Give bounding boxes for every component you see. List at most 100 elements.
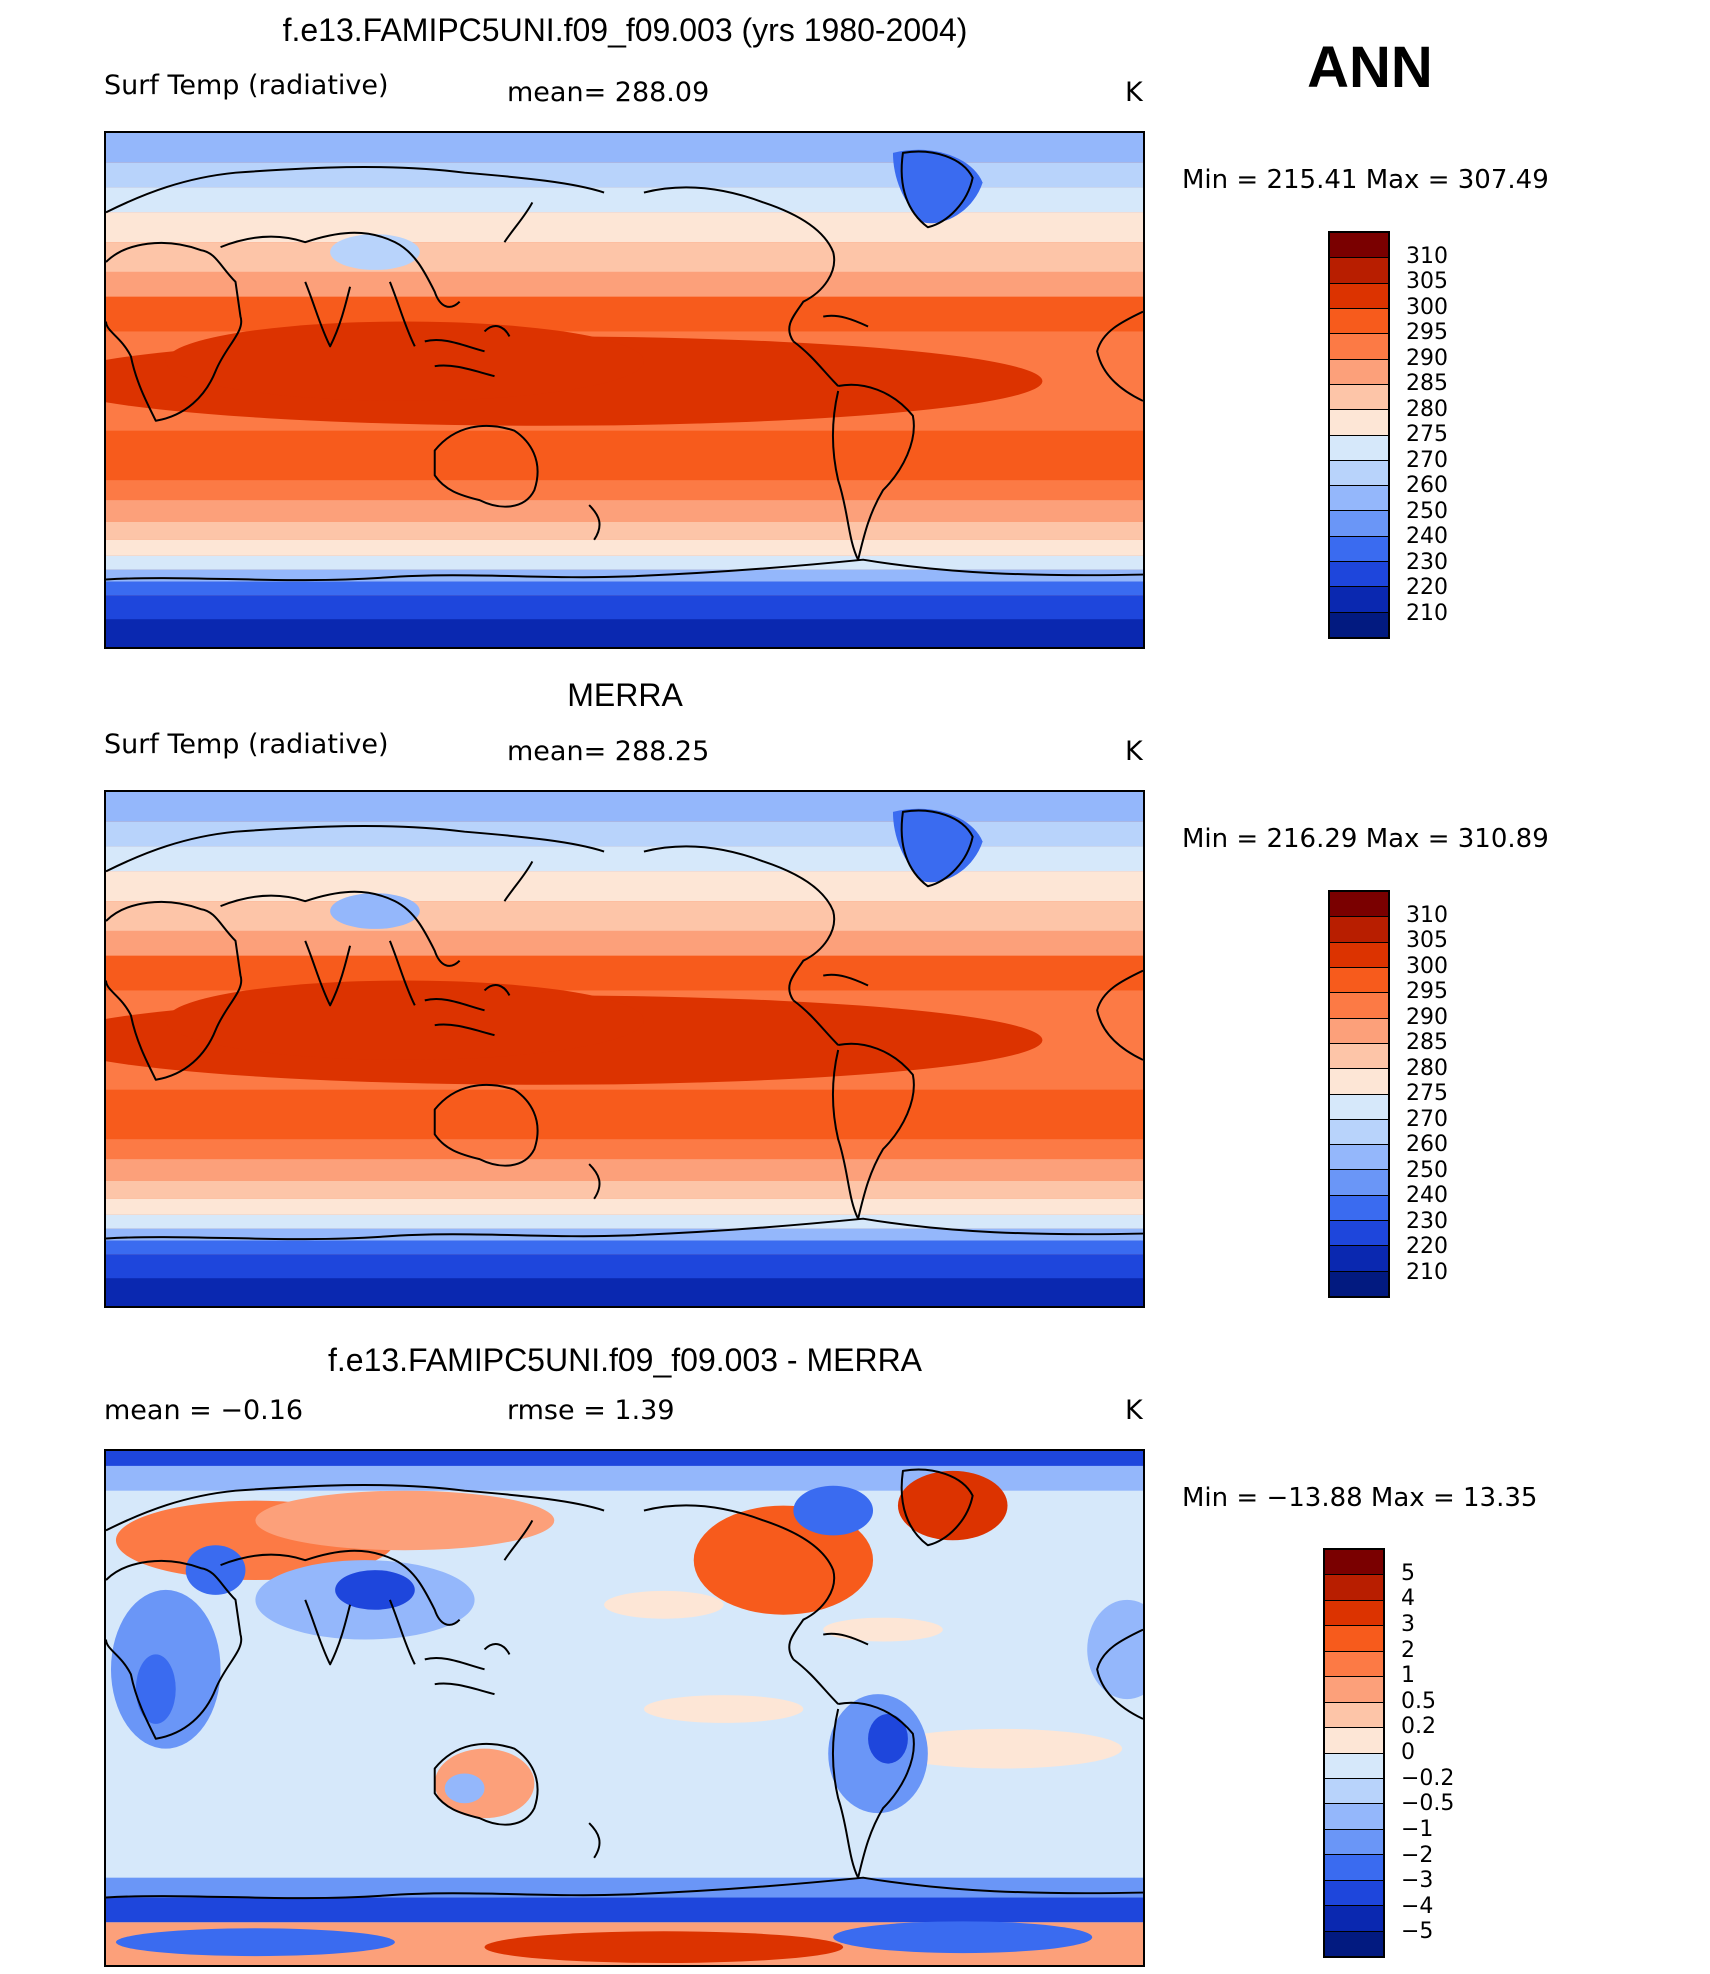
colorbar-swatch xyxy=(1325,1931,1383,1956)
colorbar-level-label: 285 xyxy=(1406,1030,1448,1055)
panel-2-colorbar xyxy=(1328,890,1390,1298)
panel-3-units: K xyxy=(1125,1395,1143,1426)
colorbar-swatch xyxy=(1330,1043,1388,1070)
panel-3-mean-label: mean = −0.16 xyxy=(104,1395,304,1426)
colorbar-level-label: 220 xyxy=(1406,1234,1448,1259)
colorbar-swatch xyxy=(1330,308,1388,335)
colorbar-swatch xyxy=(1330,460,1388,487)
colorbar-level-label: −3 xyxy=(1401,1868,1434,1894)
colorbar-level-label: 285 xyxy=(1406,371,1448,396)
colorbar-level-label: 220 xyxy=(1406,575,1448,600)
colorbar-level-label: 210 xyxy=(1406,1259,1448,1285)
colorbar-level-label: 0 xyxy=(1401,1740,1415,1765)
colorbar-level-label: 250 xyxy=(1406,498,1448,524)
panel-1-variable-label: Surf Temp (radiative) xyxy=(104,70,389,101)
colorbar-level-label: 1 xyxy=(1401,1663,1415,1689)
colorbar-swatch xyxy=(1325,1880,1383,1907)
colorbar-swatch xyxy=(1330,384,1388,411)
colorbar-swatch xyxy=(1330,334,1388,360)
colorbar-swatch xyxy=(1330,562,1388,588)
panel-2-units: K xyxy=(1125,736,1143,767)
colorbar-swatch xyxy=(1325,1651,1383,1678)
panel-1-units: K xyxy=(1125,77,1143,108)
colorbar-level-label: 275 xyxy=(1406,422,1448,447)
colorbar-swatch xyxy=(1330,410,1388,436)
colorbar-level-label: 280 xyxy=(1406,396,1448,422)
panel-2-variable-label: Surf Temp (radiative) xyxy=(104,729,389,760)
colorbar-swatch xyxy=(1325,1550,1383,1576)
colorbar-swatch xyxy=(1330,967,1388,994)
colorbar-level-label: 310 xyxy=(1406,902,1448,928)
colorbar-swatch xyxy=(1330,1246,1388,1272)
colorbar-swatch xyxy=(1325,1702,1383,1729)
colorbar-level-label: 295 xyxy=(1406,979,1448,1004)
colorbar-level-label: 270 xyxy=(1406,1106,1448,1132)
colorbar-swatch xyxy=(1330,1069,1388,1095)
panel-3-colorbar xyxy=(1323,1548,1385,1958)
colorbar-swatch xyxy=(1330,359,1388,385)
season-label: ANN xyxy=(1307,35,1433,100)
colorbar-swatch xyxy=(1325,1626,1383,1652)
colorbar-level-label: 250 xyxy=(1406,1157,1448,1183)
panel-1-minmax: Min = 215.41 Max = 307.49 xyxy=(1182,165,1549,195)
colorbar-swatch xyxy=(1330,1018,1388,1044)
colorbar-level-label: 2 xyxy=(1401,1637,1415,1663)
colorbar-level-label: 0.2 xyxy=(1401,1714,1436,1740)
colorbar-swatch xyxy=(1325,1728,1383,1754)
colorbar-swatch xyxy=(1330,511,1388,537)
panel-2-mean-label: mean= 288.25 xyxy=(507,736,710,767)
colorbar-level-label: 305 xyxy=(1406,269,1448,294)
colorbar-swatch xyxy=(1325,1804,1383,1830)
colorbar-level-label: −1 xyxy=(1401,1816,1434,1842)
colorbar-swatch xyxy=(1330,1170,1388,1196)
colorbar-swatch xyxy=(1330,587,1388,613)
colorbar-swatch xyxy=(1330,486,1388,512)
colorbar-level-label: 210 xyxy=(1406,600,1448,626)
colorbar-swatch xyxy=(1325,1575,1383,1601)
colorbar-swatch xyxy=(1330,1221,1388,1247)
colorbar-level-label: 5 xyxy=(1401,1560,1415,1586)
panel-1-colorbar xyxy=(1328,231,1390,639)
colorbar-swatch xyxy=(1330,283,1388,309)
panel-1-title: f.e13.FAMIPC5UNI.f09_f09.003 (yrs 1980-2… xyxy=(282,12,968,48)
panel-3-map xyxy=(104,1449,1145,1967)
colorbar-level-label: 290 xyxy=(1406,345,1448,371)
colorbar-level-label: 230 xyxy=(1406,1208,1448,1234)
colorbar-swatch xyxy=(1330,1271,1388,1296)
colorbar-swatch xyxy=(1330,1145,1388,1171)
colorbar-level-label: 0.5 xyxy=(1401,1688,1436,1714)
colorbar-swatch xyxy=(1330,993,1388,1019)
colorbar-swatch xyxy=(1325,1906,1383,1932)
panel-2-title: MERRA xyxy=(567,677,683,713)
colorbar-swatch xyxy=(1330,233,1388,259)
colorbar-level-label: 260 xyxy=(1406,1132,1448,1157)
colorbar-level-label: −5 xyxy=(1401,1919,1434,1945)
colorbar-level-label: 280 xyxy=(1406,1055,1448,1081)
panel-2-map xyxy=(104,790,1145,1308)
colorbar-level-label: −4 xyxy=(1401,1893,1434,1919)
colorbar-swatch xyxy=(1325,1855,1383,1881)
colorbar-level-label: 300 xyxy=(1406,953,1448,979)
colorbar-swatch xyxy=(1330,612,1388,637)
colorbar-swatch xyxy=(1330,258,1388,284)
panel-3-minmax: Min = −13.88 Max = 13.35 xyxy=(1182,1483,1538,1513)
colorbar-swatch xyxy=(1330,917,1388,943)
colorbar-swatch xyxy=(1330,1119,1388,1146)
colorbar-swatch xyxy=(1325,1829,1383,1856)
colorbar-level-label: 290 xyxy=(1406,1004,1448,1030)
colorbar-level-label: 275 xyxy=(1406,1081,1448,1106)
colorbar-level-label: −2 xyxy=(1401,1842,1434,1868)
colorbar-level-label: 310 xyxy=(1406,243,1448,269)
colorbar-swatch xyxy=(1325,1600,1383,1627)
colorbar-level-label: 3 xyxy=(1401,1611,1415,1637)
colorbar-swatch xyxy=(1325,1753,1383,1779)
colorbar-swatch xyxy=(1330,892,1388,918)
panel-1-map xyxy=(104,131,1145,649)
colorbar-swatch xyxy=(1330,1094,1388,1120)
colorbar-level-label: 260 xyxy=(1406,473,1448,498)
panel-3-rmse-label: rmse = 1.39 xyxy=(507,1395,675,1426)
colorbar-swatch xyxy=(1330,435,1388,461)
colorbar-level-label: 240 xyxy=(1406,524,1448,549)
colorbar-level-label: 305 xyxy=(1406,928,1448,953)
colorbar-swatch xyxy=(1330,942,1388,968)
